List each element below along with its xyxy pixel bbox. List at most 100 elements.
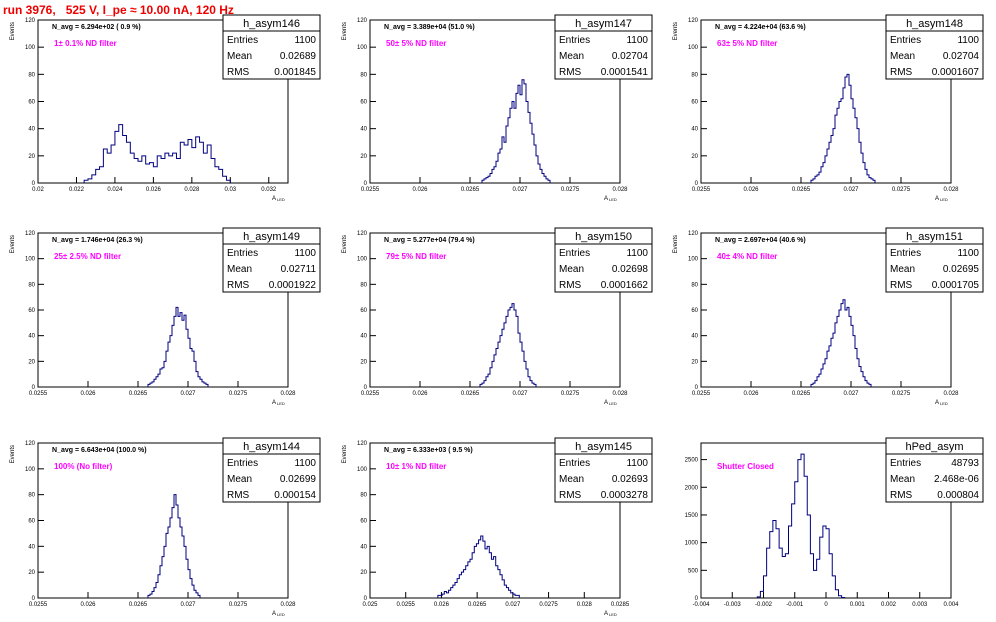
y-axis-label: Events (342, 445, 348, 463)
y-tick-label: 20 (360, 570, 367, 576)
stats-value: 1100 (626, 248, 648, 259)
y-tick-label: 80 (691, 282, 698, 288)
stats-value: 1100 (294, 458, 316, 469)
y-tick-label: 120 (25, 18, 36, 24)
y-tick-label: 120 (357, 231, 368, 237)
x-tick-label: 0.028 (943, 187, 959, 193)
histogram-panel: 0 20 40 60 80 100 120 0.0255 0.026 0.0265 0.027 0.0… (342, 227, 653, 406)
stats-label: RMS (559, 280, 582, 291)
x-axis-label-sub: LED (277, 197, 285, 202)
y-tick-label: 0 (695, 385, 699, 391)
navg-label: N_avg = 1.746e+04 (26.3 %) (52, 237, 143, 244)
stats-label: Mean (559, 264, 584, 275)
navg-box (47, 233, 175, 245)
stats-value: 0.0001705 (932, 280, 980, 291)
y-tick-label: 120 (25, 231, 36, 237)
y-tick-label: 1500 (685, 513, 699, 519)
y-tick-label: 20 (691, 359, 698, 365)
stats-value: 0.0001541 (601, 67, 649, 78)
histogram-line (147, 494, 201, 598)
stats-label: RMS (559, 490, 582, 501)
stats-label: RMS (227, 67, 250, 78)
y-tick-label: 100 (25, 45, 36, 51)
y-tick-label: 100 (25, 467, 36, 473)
x-tick-label: 0.0265 (129, 602, 148, 608)
x-tick-label: 0.027 (180, 391, 196, 397)
y-tick-label: 40 (360, 544, 367, 550)
navg-box (379, 443, 507, 455)
x-tick-label: 0.0275 (229, 602, 248, 608)
y-axis-label: Events (342, 22, 348, 40)
x-tick-label: 0.0255 (361, 187, 380, 193)
stats-value: 1100 (626, 35, 648, 46)
x-tick-label: 0.003 (912, 602, 928, 608)
y-tick-label: 40 (691, 127, 698, 133)
stats-box (885, 243, 984, 293)
y-tick-label: 0 (32, 596, 36, 602)
x-tick-label: -0.004 (692, 602, 710, 608)
histogram-panel: 0 20 40 60 80 100 120 0.025 0.0255 0.026 0.0265 0.0… (342, 437, 653, 617)
stats-label: Mean (890, 264, 915, 275)
stats-value: 0.02699 (280, 474, 317, 485)
stats-box (554, 453, 653, 503)
stats-box (554, 30, 653, 80)
x-tick-label: 0 (824, 602, 828, 608)
y-tick-label: 40 (28, 334, 35, 340)
x-tick-label: 0.0275 (229, 391, 248, 397)
x-tick-label: 0.0265 (468, 602, 487, 608)
stats-label: RMS (227, 490, 250, 501)
x-tick-label: 0.024 (107, 187, 123, 193)
navg-label: N_avg = 6.294e+02 ( 0.9 %) (52, 24, 141, 31)
stats-label: RMS (890, 67, 913, 78)
x-tick-label: 0.026 (434, 602, 450, 608)
x-axis-label: A (935, 400, 939, 406)
x-tick-label: 0.0265 (461, 391, 480, 397)
histogram-panel: 0 20 40 60 80 100 120 0.0255 0.026 0.0265 0.027 0.0… (673, 14, 984, 202)
x-axis-label: A (272, 196, 276, 202)
x-tick-label: 0.03 (224, 187, 236, 193)
y-tick-label: 20 (360, 154, 367, 160)
histogram-name: h_asym150 (575, 231, 632, 243)
y-tick-label: 120 (688, 231, 699, 237)
y-tick-label: 80 (691, 72, 698, 78)
stats-label: Mean (559, 474, 584, 485)
x-axis-label-sub: LED (277, 612, 285, 617)
y-tick-label: 120 (688, 18, 699, 24)
x-tick-label: 0.0255 (29, 602, 48, 608)
stats-value: 0.02711 (281, 264, 317, 275)
histogram-line (756, 453, 846, 598)
y-tick-label: 80 (360, 493, 367, 499)
histogram-name: h_asym148 (906, 18, 963, 30)
y-axis-label: Events (10, 445, 16, 463)
x-tick-label: 0.0265 (461, 187, 480, 193)
x-axis-label-sub: LED (609, 612, 617, 617)
x-tick-label: 0.027 (843, 187, 859, 193)
stats-label: Entries (559, 35, 590, 46)
y-tick-label: 100 (357, 467, 368, 473)
x-tick-label: 0.027 (180, 602, 196, 608)
x-tick-label: 0.027 (505, 602, 521, 608)
y-tick-label: 100 (357, 45, 368, 51)
y-tick-label: 80 (28, 72, 35, 78)
histogram-line (479, 303, 537, 387)
stats-box (554, 243, 653, 293)
y-tick-label: 0 (32, 181, 36, 187)
x-tick-label: 0.0265 (792, 187, 811, 193)
stats-label: Entries (559, 248, 590, 259)
histogram-panel: 0 20 40 60 80 100 120 0.0255 0.026 0.0265 0.027 0.0… (10, 437, 321, 617)
y-tick-label: 60 (28, 519, 35, 525)
x-tick-label: -0.002 (755, 602, 773, 608)
y-tick-label: 20 (28, 154, 35, 160)
stats-box (222, 243, 321, 293)
y-tick-label: 60 (360, 519, 367, 525)
histogram-line (481, 79, 551, 183)
stats-label: RMS (559, 67, 582, 78)
histogram-line (810, 299, 872, 387)
x-tick-label: 0.032 (261, 187, 277, 193)
histogram-name: h_asym146 (243, 18, 300, 30)
stats-label: Entries (890, 35, 921, 46)
x-tick-label: 0.004 (943, 602, 959, 608)
stats-box (222, 453, 321, 503)
stats-label: Entries (559, 458, 590, 469)
y-tick-label: 0 (695, 181, 699, 187)
